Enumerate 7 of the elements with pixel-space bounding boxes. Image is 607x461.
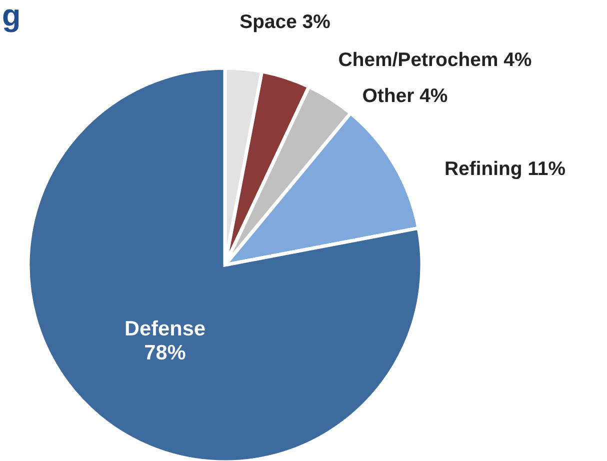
slice-label: Space 3%: [240, 14, 330, 32]
slice-label: Chem/Petrochem 4%: [339, 52, 532, 66]
slice-label: Defense: [126, 320, 205, 336]
slice-label: Other 4%: [363, 88, 448, 102]
data-label: 78%: [145, 344, 186, 360]
chart-title: g: [3, 9, 19, 32]
slice-label: Refining 11%: [446, 160, 565, 180]
